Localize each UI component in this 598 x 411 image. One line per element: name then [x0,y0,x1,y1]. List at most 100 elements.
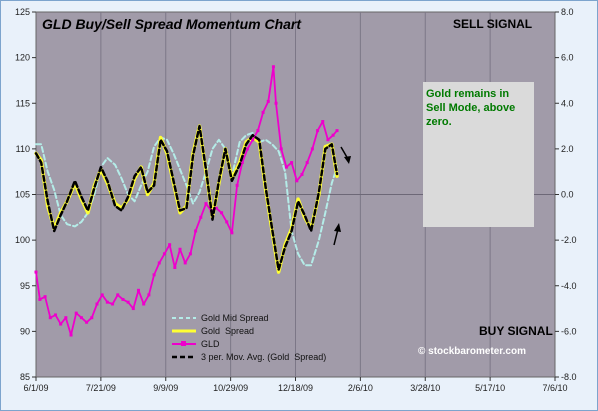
gld-point [48,316,52,320]
gld-point [245,147,249,151]
gld-point [194,229,198,233]
x-tick-label: 9/9/09 [153,383,178,393]
legend-item-moving-average: 3 per. Mov. Avg. (Gold Spread) [172,352,326,362]
left-tick-label: 95 [20,281,30,291]
gld-point [274,101,278,105]
legend: Gold Mid Spread Gold Spread GLD 3 per. M… [172,313,326,362]
gld-point [214,206,218,210]
right-tick-label: 2.0 [561,144,574,154]
gld-point [266,99,270,103]
gld-point [305,161,309,165]
gld-point [316,129,320,133]
x-tick-label: 6/1/09 [23,383,48,393]
left-tick-label: 90 [20,326,30,336]
buy-signal-label: BUY SIGNAL [479,324,553,338]
left-axis-ticks: 85 90 95 100 105 110 115 120 125 [15,7,36,382]
x-tick-label: 3/28/10 [410,383,440,393]
gld-point [59,322,63,326]
right-tick-label: 6.0 [561,53,574,63]
left-tick-label: 100 [15,235,30,245]
x-tick-label: 7/6/10 [542,383,567,393]
gld-point [261,110,265,114]
gld-point [147,293,151,297]
gld-point [69,333,73,337]
gld-point [199,215,203,219]
right-tick-label: -6.0 [561,326,577,336]
left-tick-label: 120 [15,53,30,63]
gld-point [142,302,146,306]
gld-point [271,65,275,69]
gld-point [126,300,130,304]
legend-item-gld: GLD [172,339,220,349]
gld-point [321,120,325,123]
gld-point [79,316,83,320]
note-line-2: Sell Mode, above [426,102,515,114]
watermark: © stockbarometer.com [418,346,526,357]
x-tick-label: 2/6/10 [348,383,373,393]
note-line-1: Gold remains in [426,88,509,100]
legend-label-mid-spread: Gold Mid Spread [201,313,269,323]
gld-point [225,220,229,224]
left-tick-label: 110 [16,144,30,154]
gld-point [111,302,115,306]
gld-point [204,202,208,206]
gld-point [105,300,109,304]
gld-point [178,247,182,251]
left-tick-label: 125 [15,7,30,17]
gld-point [121,297,125,301]
gld-point [235,183,239,187]
x-tick-label: 7/21/09 [86,383,116,393]
gld-point [85,320,89,324]
gld-point [173,266,177,269]
left-tick-label: 105 [15,190,30,200]
left-tick-label: 85 [20,372,30,382]
gld-point [251,138,255,142]
gld-point [116,293,120,297]
gld-point [157,261,161,265]
gld-point [279,147,283,151]
gld-point [230,231,234,235]
x-tick-label: 5/17/10 [475,383,505,393]
legend-label-spread: Gold Spread [201,326,254,336]
gld-point [95,302,99,306]
gld-point [64,316,68,320]
gld-point [256,129,260,133]
gld-point [300,172,304,176]
gld-point [240,161,244,165]
gld-point [290,161,294,165]
gld-point [38,297,42,301]
gld-point [335,129,339,133]
up-arrow-icon [333,223,341,246]
gld-point [152,273,156,277]
gld-point [326,138,330,142]
gld-point [34,270,38,274]
x-axis-ticks: 6/1/09 7/21/09 9/9/09 10/29/09 12/18/09 2/6/1… [23,377,568,393]
gld-point [183,261,187,265]
gld-point [295,179,299,183]
gld-point [162,252,166,256]
sell-signal-label: SELL SIGNAL [453,17,532,31]
gld-point [100,293,104,297]
x-tick-label: 12/18/09 [278,383,313,393]
chart-title: GLD Buy/Sell Spread Momentum Chart [42,16,302,32]
gld-point [43,295,47,299]
series-layer [34,65,339,337]
legend-label-moving-average: 3 per. Mov. Avg. (Gold Spread) [201,352,326,362]
gld-point [74,311,78,315]
gld-point [90,316,94,320]
right-tick-label: 0.0 [561,190,574,200]
gld-point [284,165,288,169]
gld-point [53,313,57,317]
right-tick-label: 4.0 [561,98,574,108]
x-tick-label: 10/29/09 [213,383,248,393]
note-line-3: zero. [426,116,452,128]
down-arrow-icon [340,146,351,164]
right-tick-label: -8.0 [561,372,577,382]
gld-point [331,133,335,137]
gld-point [220,211,224,215]
sell-mode-note-box [423,82,534,227]
left-tick-label: 115 [16,98,30,108]
series-moving-average [34,124,339,272]
right-tick-label: 8.0 [561,7,574,17]
